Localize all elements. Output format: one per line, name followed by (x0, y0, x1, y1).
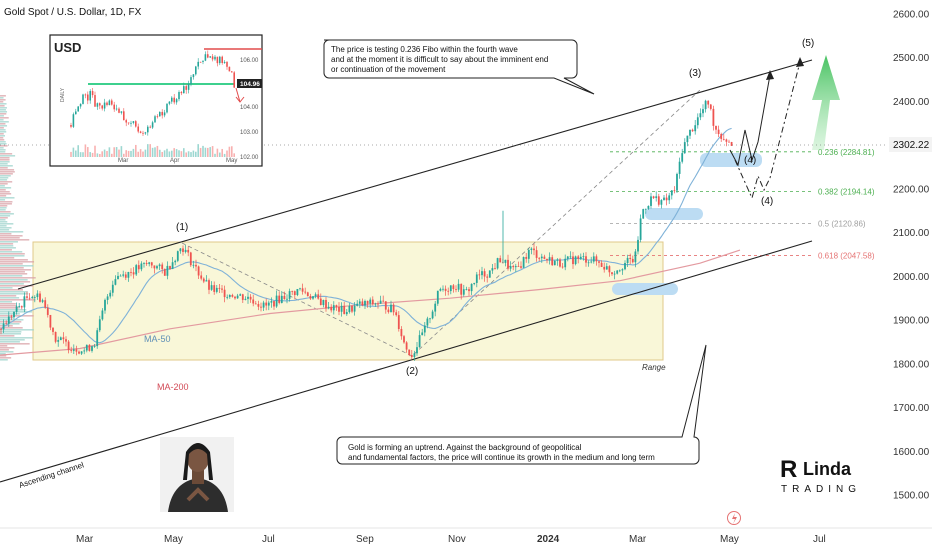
time-tick-4: Nov (448, 534, 466, 545)
price-tick-11: 1500.00 (893, 491, 930, 502)
alert-bolt-icon[interactable] (727, 511, 741, 525)
fib-label-3: 0.618 (2047.58) (818, 252, 875, 261)
price-tick-9: 1700.00 (893, 403, 930, 414)
price-tick-10: 1600.00 (893, 447, 930, 458)
target-arrow (812, 55, 840, 150)
price-tick-4: 2200.00 (893, 184, 930, 195)
support-zone-1 (700, 153, 762, 167)
projection-dashed-arrow (796, 57, 804, 67)
price-axis[interactable] (887, 0, 932, 530)
time-tick-3: Sep (356, 534, 374, 545)
projection-dashed (734, 61, 801, 200)
inset-chart: USD DAILY 104.96 106.00 104.00 103.00 10… (49, 34, 263, 167)
price-tick-0: 2600.00 (893, 10, 930, 21)
inset-price-tick-3: 103.00 (240, 130, 259, 136)
channel-label: Ascending channel (18, 460, 85, 490)
time-tick-2: Jul (262, 534, 275, 545)
fib-levels: 0.236 (2284.81) 0.382 (2194.14) 0.5 (2120.… (610, 148, 875, 261)
inset-price-tick-2: 104.00 (240, 105, 259, 111)
fib-label-0: 0.236 (2284.81) (818, 148, 875, 157)
wave-label-3: (3) (689, 68, 701, 79)
inset-current: 104.96 (240, 81, 260, 88)
callout-bottom-line1: Gold is forming an uptrend. Against the … (348, 443, 582, 452)
price-tick-5: 2100.00 (893, 228, 930, 239)
current-price-badge (889, 137, 932, 152)
svg-text:R: R (780, 456, 797, 483)
channel-upper (17, 59, 813, 290)
wave-dashed-line (181, 89, 701, 357)
volume-profile (0, 95, 36, 361)
inset-title: USD (54, 40, 81, 55)
time-tick-8: Jul (813, 534, 826, 545)
price-tick-2: 2400.00 (893, 97, 930, 108)
author-photo (160, 437, 234, 512)
wave-label-2: (2) (406, 366, 418, 377)
callout-top-line2: and at the moment it is difficult to say… (331, 55, 548, 64)
callout-top (323, 39, 595, 95)
time-tick-5: 2024 (537, 534, 560, 545)
ma50-line (0, 127, 732, 344)
callout-top-line1: The price is testing 0.236 Fibo within t… (331, 45, 518, 54)
callout-bottom-line2: and fundamental factors, the price will … (348, 453, 655, 462)
fib-label-2: 0.5 (2120.86) (818, 220, 866, 229)
chart-title: Gold Spot / U.S. Dollar, 1D, FX (4, 7, 142, 18)
inset-price-tick-4: 102.00 (240, 155, 259, 161)
ma50-label: MA-50 (144, 334, 171, 344)
time-tick-6: Mar (629, 534, 647, 545)
range-box (32, 241, 664, 361)
inset-time-tick-2: May (226, 158, 237, 164)
support-zone-3 (612, 283, 678, 295)
wave-label-1: (1) (176, 222, 188, 233)
time-tick-0: Mar (76, 534, 94, 545)
candles (0, 99, 733, 361)
price-tick-8: 1800.00 (893, 359, 930, 370)
callout-bottom (336, 344, 707, 465)
price-tick-7: 1900.00 (893, 316, 930, 327)
time-tick-7: May (720, 534, 739, 545)
brand-line2: TRADING (781, 484, 861, 495)
fib-label-1: 0.382 (2194.14) (818, 187, 875, 196)
support-zone-2 (645, 208, 703, 220)
price-tick-6: 2000.00 (893, 272, 930, 283)
channel-lower (0, 240, 813, 483)
ma200-label: MA-200 (157, 382, 189, 392)
wave-label-5: (5) (802, 38, 814, 49)
current-price-label: 2302.22 (893, 140, 930, 151)
wave-label-4b: (4) (761, 196, 773, 207)
callout-top-line3: or continuation of the movement (331, 65, 446, 74)
inset-time-tick-0: Mar (118, 158, 128, 164)
ma200-line (0, 249, 741, 356)
brand-logo: R Linda TRADING (780, 456, 861, 495)
time-tick-1: May (164, 534, 183, 545)
price-tick-1: 2500.00 (893, 53, 930, 64)
brand-line1: Linda (803, 459, 852, 479)
time-axis-ticks: Mar May Jul Sep Nov 2024 Mar May Jul (76, 534, 826, 545)
inset-time-tick-1: Apr (170, 158, 179, 164)
projection-solid-arrow (766, 70, 774, 80)
range-label: Range (642, 363, 666, 372)
wave-label-4a: (4) (744, 155, 756, 166)
inset-side-label: DAILY (60, 87, 66, 102)
inset-price-tick-0: 106.00 (240, 58, 259, 64)
